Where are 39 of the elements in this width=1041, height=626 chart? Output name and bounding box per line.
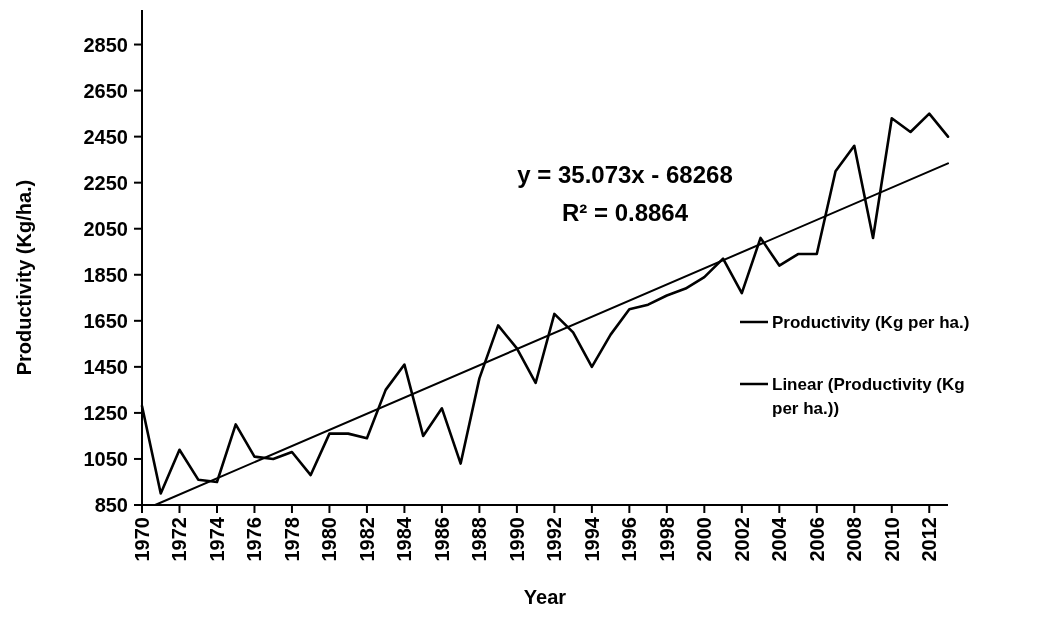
y-tick-label: 1250 bbox=[83, 401, 128, 424]
x-tick-label: 1992 bbox=[543, 517, 566, 562]
x-tick-label: 2006 bbox=[805, 517, 828, 562]
x-tick-label: 1974 bbox=[205, 516, 228, 562]
y-tick-label: 1050 bbox=[83, 447, 128, 470]
x-tick-label: 1982 bbox=[355, 517, 378, 562]
x-tick-label: 1980 bbox=[318, 517, 341, 562]
x-tick-label: 2012 bbox=[918, 517, 941, 562]
y-tick-label: 2650 bbox=[83, 79, 128, 102]
annotation: y = 35.073x - 68268 bbox=[517, 161, 733, 188]
y-tick-label: 1850 bbox=[83, 263, 128, 286]
x-tick-label: 1990 bbox=[505, 517, 528, 562]
y-tick-label: 2250 bbox=[83, 171, 128, 194]
x-tick-label: 1976 bbox=[243, 517, 266, 562]
x-tick-label: 2002 bbox=[730, 517, 753, 562]
x-tick-label: 1986 bbox=[430, 517, 453, 562]
annotation: R² = 0.8864 bbox=[561, 199, 689, 226]
x-tick-label: 1994 bbox=[580, 516, 603, 562]
y-tick-label: 1650 bbox=[83, 309, 128, 332]
x-tick-label: 1970 bbox=[131, 517, 153, 562]
y-tick-label: 2050 bbox=[83, 217, 128, 240]
x-tick-label: 1988 bbox=[468, 517, 491, 562]
y-tick-label: 850 bbox=[94, 494, 128, 516]
x-tick-label: 1996 bbox=[618, 517, 641, 562]
x-tick-label: 2004 bbox=[768, 516, 791, 562]
y-tick-label: 2450 bbox=[83, 125, 128, 148]
legend-label: Linear (Productivity (Kg per ha.)) bbox=[772, 374, 965, 418]
x-tick-label: 1984 bbox=[393, 516, 416, 562]
x-tick-label: 1978 bbox=[280, 517, 303, 562]
x-axis-title: Year bbox=[523, 586, 567, 608]
x-tick-label: 1998 bbox=[655, 517, 678, 562]
x-tick-label: 1972 bbox=[168, 517, 191, 562]
x-tick-label: 2008 bbox=[843, 517, 866, 562]
x-tick-label: 2000 bbox=[693, 517, 716, 562]
legend-label: Productivity (Kg per ha.) bbox=[772, 312, 970, 332]
x-tick-label: 2010 bbox=[880, 517, 903, 562]
y-tick-label: 1450 bbox=[83, 355, 128, 378]
y-axis-title: Productivity (Kg/ha.) bbox=[13, 179, 35, 376]
y-tick-label: 2850 bbox=[83, 33, 128, 56]
